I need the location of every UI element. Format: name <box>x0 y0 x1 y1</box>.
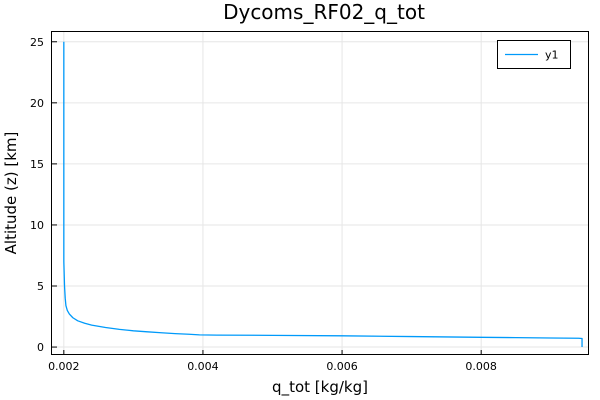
y-tick-label: 20 <box>30 97 44 110</box>
y-axis-label: Altitude (z) [km] <box>2 132 20 255</box>
legend: y1 <box>497 40 571 69</box>
y-tick-label: 10 <box>30 219 44 232</box>
y-tick-label: 25 <box>30 36 44 49</box>
y-tick-label: 5 <box>37 280 44 293</box>
y-tick-label: 0 <box>37 341 44 354</box>
y-tick-label: 15 <box>30 158 44 171</box>
plot-frame <box>51 31 589 355</box>
x-axis-label: q_tot [kg/kg] <box>272 378 368 397</box>
ticks: 0.002 0.004 0.006 0.008 0 5 10 15 20 25 <box>30 36 497 373</box>
series-layer <box>63 41 583 348</box>
legend-label: y1 <box>545 49 559 62</box>
x-tick-label: 0.006 <box>326 360 358 373</box>
chart-title: Dycoms_RF02_q_tot <box>223 0 425 24</box>
x-tick-label: 0.004 <box>187 360 219 373</box>
x-tick-label: 0.002 <box>48 360 80 373</box>
x-tick-label: 0.008 <box>465 360 497 373</box>
series-line-y1 <box>63 41 583 348</box>
